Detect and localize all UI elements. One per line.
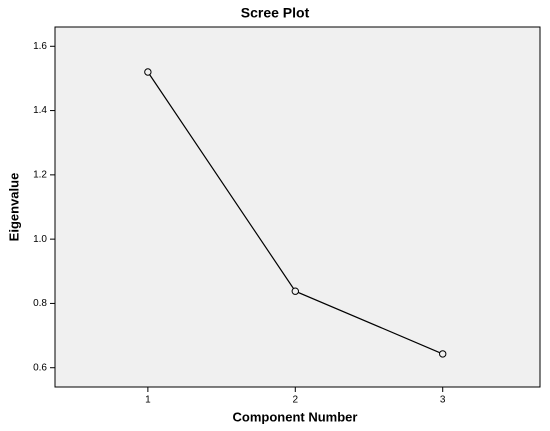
y-tick-label: 1.0 bbox=[33, 234, 47, 245]
data-point bbox=[439, 350, 447, 358]
data-point bbox=[291, 287, 299, 295]
y-tick-label: 0.6 bbox=[33, 362, 47, 373]
y-axis-title: Eigenvalue bbox=[6, 173, 21, 242]
y-tick-label: 1.6 bbox=[33, 41, 47, 52]
x-tick-label: 2 bbox=[293, 395, 299, 406]
y-tick-label: 0.8 bbox=[33, 298, 47, 309]
chart-title: Scree Plot bbox=[241, 5, 310, 21]
y-tick-label: 1.2 bbox=[33, 169, 47, 180]
data-point bbox=[144, 68, 152, 76]
x-tick-label: 3 bbox=[440, 395, 446, 406]
y-tick-label: 1.4 bbox=[33, 105, 47, 116]
x-tick-label: 1 bbox=[145, 395, 151, 406]
plot-area bbox=[54, 26, 541, 388]
x-axis-title: Component Number bbox=[233, 409, 358, 424]
